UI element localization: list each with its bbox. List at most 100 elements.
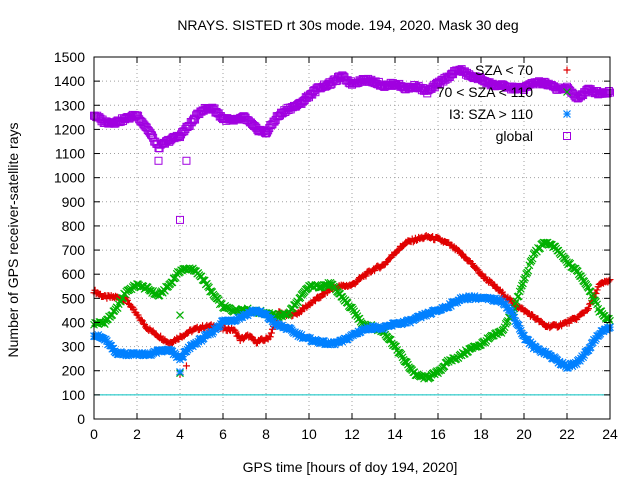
data-point bbox=[222, 303, 231, 312]
data-point bbox=[296, 293, 305, 302]
x-tick-label: 24 bbox=[602, 426, 618, 442]
data-point bbox=[194, 337, 203, 346]
data-point bbox=[199, 334, 208, 343]
data-point bbox=[497, 328, 506, 337]
data-point bbox=[267, 314, 276, 323]
data-point bbox=[139, 351, 148, 360]
data-point bbox=[398, 319, 407, 328]
data-point bbox=[421, 309, 430, 318]
data-point bbox=[157, 332, 165, 340]
data-point bbox=[529, 344, 538, 353]
data-point bbox=[215, 322, 224, 330]
y-tick-label: 0 bbox=[77, 411, 85, 427]
data-point bbox=[501, 300, 510, 308]
x-tick-label: 14 bbox=[387, 426, 403, 442]
data-point bbox=[604, 86, 613, 95]
legend-label: SZA < 70 bbox=[475, 62, 533, 78]
data-point bbox=[514, 321, 523, 330]
data-point bbox=[577, 272, 585, 281]
data-point bbox=[474, 266, 482, 274]
data-point bbox=[403, 360, 412, 369]
legend-label: global bbox=[496, 128, 533, 144]
data-point bbox=[557, 249, 566, 258]
data-point bbox=[402, 358, 411, 367]
data-point bbox=[137, 316, 145, 324]
data-point bbox=[409, 238, 417, 246]
data-point bbox=[473, 264, 481, 272]
data-point bbox=[603, 89, 612, 98]
y-tick-label: 1100 bbox=[55, 146, 85, 162]
data-point bbox=[109, 344, 118, 353]
data-point bbox=[267, 329, 275, 337]
x-tick-label: 16 bbox=[430, 426, 446, 442]
outlier-point bbox=[176, 311, 184, 320]
data-point bbox=[296, 333, 305, 341]
data-point bbox=[208, 288, 217, 296]
data-point bbox=[587, 291, 596, 300]
data-point bbox=[232, 328, 240, 336]
data-point bbox=[515, 287, 524, 296]
legend-marker bbox=[563, 132, 571, 140]
y-tick-label: 1300 bbox=[54, 97, 85, 113]
chart-title: NRAYS. SISTED rt 30s mode. 194, 2020. Ma… bbox=[177, 17, 518, 33]
data-point bbox=[367, 325, 376, 334]
data-point bbox=[362, 272, 370, 280]
data-point bbox=[585, 305, 592, 313]
data-point bbox=[263, 310, 271, 319]
data-point bbox=[134, 311, 142, 319]
legend-label: I3: SZA > 110 bbox=[449, 106, 533, 122]
data-point bbox=[499, 325, 508, 334]
y-tick-label: 1400 bbox=[54, 73, 85, 89]
outlier-point bbox=[182, 156, 191, 165]
x-axis-label: GPS time [hours of doy 194, 2020] bbox=[243, 459, 458, 475]
y-tick-label: 500 bbox=[62, 290, 86, 306]
data-point bbox=[130, 305, 138, 313]
y-axis-label: Number of GPS receiver-satellite rays bbox=[5, 123, 21, 358]
data-point bbox=[330, 283, 339, 292]
data-point bbox=[138, 317, 146, 325]
data-point bbox=[183, 345, 192, 354]
data-point bbox=[353, 329, 362, 338]
legend-marker bbox=[563, 66, 571, 74]
y-tick-label: 200 bbox=[62, 363, 86, 379]
data-point bbox=[294, 332, 303, 341]
data-point bbox=[584, 346, 593, 355]
data-point bbox=[579, 353, 588, 362]
outlier-point bbox=[182, 362, 190, 370]
x-tick-label: 22 bbox=[559, 426, 575, 442]
legend: SZA < 70 70 < SZA < 110 I3: SZA > 110 globa… bbox=[437, 62, 571, 144]
data-point bbox=[517, 281, 526, 290]
data-point bbox=[580, 351, 589, 359]
data-point bbox=[119, 294, 127, 302]
data-point bbox=[499, 288, 506, 296]
data-point bbox=[397, 350, 406, 359]
data-point bbox=[185, 344, 194, 353]
data-point bbox=[314, 283, 323, 292]
data-point bbox=[512, 297, 521, 306]
data-point bbox=[510, 313, 519, 322]
data-point bbox=[123, 349, 132, 358]
data-point bbox=[527, 256, 536, 265]
y-tick-label: 1000 bbox=[54, 170, 85, 186]
data-point bbox=[456, 247, 463, 255]
data-point bbox=[394, 246, 402, 254]
data-point bbox=[349, 305, 357, 314]
x-tick-label: 20 bbox=[516, 426, 532, 442]
series-layer bbox=[90, 65, 614, 383]
data-point bbox=[583, 306, 591, 314]
outlier-point bbox=[176, 215, 184, 224]
x-tick-label: 0 bbox=[90, 426, 98, 442]
data-point bbox=[507, 307, 516, 316]
data-point bbox=[202, 279, 211, 288]
y-tick-label: 1200 bbox=[54, 121, 85, 137]
x-tick-label: 6 bbox=[219, 426, 227, 442]
data-point bbox=[523, 268, 532, 277]
y-tick-label: 300 bbox=[62, 339, 86, 355]
y-tick-label: 100 bbox=[62, 387, 86, 403]
outlier-point bbox=[154, 156, 163, 165]
data-point bbox=[516, 326, 525, 335]
data-point bbox=[511, 317, 520, 326]
data-point bbox=[444, 303, 453, 312]
data-point bbox=[193, 339, 202, 348]
